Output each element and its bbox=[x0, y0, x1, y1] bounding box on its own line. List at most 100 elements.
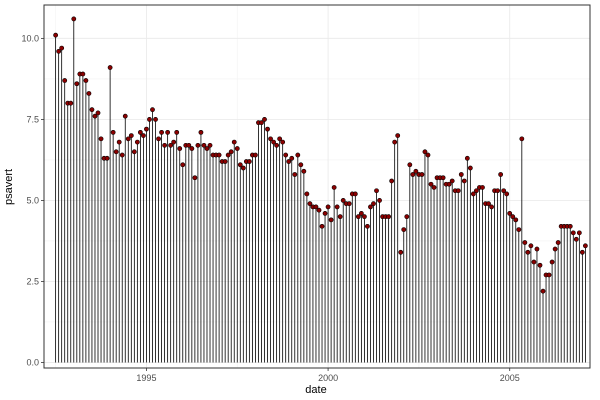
y-tick-label: 0.0 bbox=[26, 357, 39, 367]
lollipop-point bbox=[510, 214, 516, 220]
lollipop-point bbox=[489, 204, 494, 210]
lollipop-point bbox=[240, 165, 246, 171]
lollipop-point bbox=[165, 129, 171, 135]
lollipop-point bbox=[374, 188, 379, 194]
lollipop-point bbox=[104, 155, 110, 161]
lollipop-point bbox=[277, 136, 283, 142]
lollipop-point bbox=[340, 198, 346, 203]
lollipop-point bbox=[174, 129, 180, 135]
lollipop-point bbox=[307, 201, 313, 207]
lollipop-point bbox=[337, 214, 343, 220]
lollipop-point bbox=[195, 142, 201, 148]
lollipop-point bbox=[62, 78, 68, 83]
lollipop-point bbox=[153, 117, 158, 122]
lollipop-point bbox=[134, 139, 140, 145]
lollipop-point bbox=[428, 181, 434, 187]
lollipop-point bbox=[231, 139, 237, 145]
lollipop-point bbox=[141, 133, 146, 139]
lollipop-point bbox=[131, 149, 137, 155]
panel-background bbox=[44, 5, 590, 368]
lollipop-point bbox=[455, 188, 461, 194]
lollipop-point bbox=[89, 107, 95, 113]
lollipop-point bbox=[234, 146, 240, 151]
lollipop-point bbox=[316, 207, 322, 213]
lollipop-point bbox=[404, 214, 410, 220]
lollipop-point bbox=[546, 272, 552, 278]
points bbox=[53, 16, 588, 294]
lollipop-point bbox=[110, 129, 116, 135]
lollipop-point bbox=[319, 223, 325, 229]
lollipop-point bbox=[286, 159, 292, 164]
lollipop-point bbox=[180, 162, 186, 168]
lollipop-point bbox=[540, 288, 546, 294]
lollipop-point bbox=[425, 152, 431, 158]
lollipop-point bbox=[295, 152, 301, 158]
lollipop-point bbox=[201, 142, 207, 148]
lollipop-point bbox=[504, 191, 510, 197]
axes: 0.0 2.5 5.0 7.5 10.0 1995 2000 2005 bbox=[21, 4, 591, 383]
lollipop-point bbox=[467, 165, 473, 171]
lollipop-point bbox=[74, 81, 80, 87]
lollipop-point bbox=[137, 129, 143, 135]
lollipop-point bbox=[71, 16, 77, 22]
lollipop-point bbox=[531, 259, 537, 265]
y-axis-title: psavert bbox=[3, 169, 15, 205]
lollipop-point bbox=[513, 217, 519, 223]
stems bbox=[55, 18, 586, 363]
lollipop-point bbox=[555, 240, 561, 245]
lollipop-point bbox=[107, 65, 113, 70]
lollipop-point bbox=[128, 133, 134, 139]
lollipop-point bbox=[358, 211, 364, 216]
lollipop-point bbox=[395, 133, 401, 139]
lollipop-point bbox=[253, 152, 258, 158]
lollipop-point bbox=[355, 214, 361, 220]
lollipop-point bbox=[283, 152, 289, 158]
lollipop-point bbox=[422, 149, 428, 155]
lollipop-point bbox=[274, 142, 280, 148]
lollipop-point bbox=[322, 211, 328, 216]
lollipop-point bbox=[271, 139, 276, 145]
lollipop-point bbox=[549, 259, 555, 265]
lollipop-point bbox=[177, 146, 183, 151]
lollipop-point bbox=[113, 149, 119, 155]
lollipop-point bbox=[98, 136, 104, 142]
lollipop-point bbox=[507, 211, 513, 216]
lollipop-point bbox=[292, 172, 298, 177]
lollipop-point bbox=[480, 185, 485, 190]
lollipop-point bbox=[204, 146, 210, 151]
y-tick-label: 5.0 bbox=[26, 195, 39, 205]
lollipop-point bbox=[552, 246, 558, 252]
lollipop-point bbox=[377, 198, 382, 203]
lollipop-point bbox=[92, 113, 98, 119]
lollipop-point bbox=[461, 178, 467, 184]
lollipop-point bbox=[125, 136, 131, 142]
lollipop-point bbox=[259, 120, 264, 126]
lollipop-point bbox=[534, 246, 540, 252]
lollipop-point bbox=[440, 175, 446, 181]
lollipop-point bbox=[159, 129, 164, 135]
lollipop-point bbox=[59, 45, 65, 51]
lollipop-point bbox=[301, 168, 307, 174]
lollipop-point bbox=[228, 149, 234, 155]
lollipop-point bbox=[516, 227, 522, 233]
y-tick-label: 7.5 bbox=[26, 114, 39, 124]
lollipop-point bbox=[464, 155, 470, 161]
lollipop-point bbox=[365, 223, 370, 229]
panel-border bbox=[43, 4, 591, 369]
lollipop-point bbox=[398, 249, 404, 255]
lollipop-point bbox=[410, 172, 416, 177]
lollipop-point bbox=[528, 243, 534, 249]
lollipop-point bbox=[156, 136, 161, 142]
lollipop-point bbox=[119, 152, 125, 158]
lollipop-point bbox=[207, 142, 213, 148]
lollipop-point bbox=[431, 185, 437, 190]
lollipop-point bbox=[352, 191, 358, 197]
lollipop-point bbox=[346, 201, 352, 207]
lollipop-point bbox=[525, 249, 531, 255]
lollipop-point bbox=[171, 139, 177, 145]
lollipop-point bbox=[122, 113, 128, 119]
lollipop-point bbox=[95, 110, 101, 116]
lollipop-point bbox=[198, 129, 204, 135]
lollipop-point bbox=[470, 191, 476, 197]
lollipop-point bbox=[458, 172, 464, 177]
